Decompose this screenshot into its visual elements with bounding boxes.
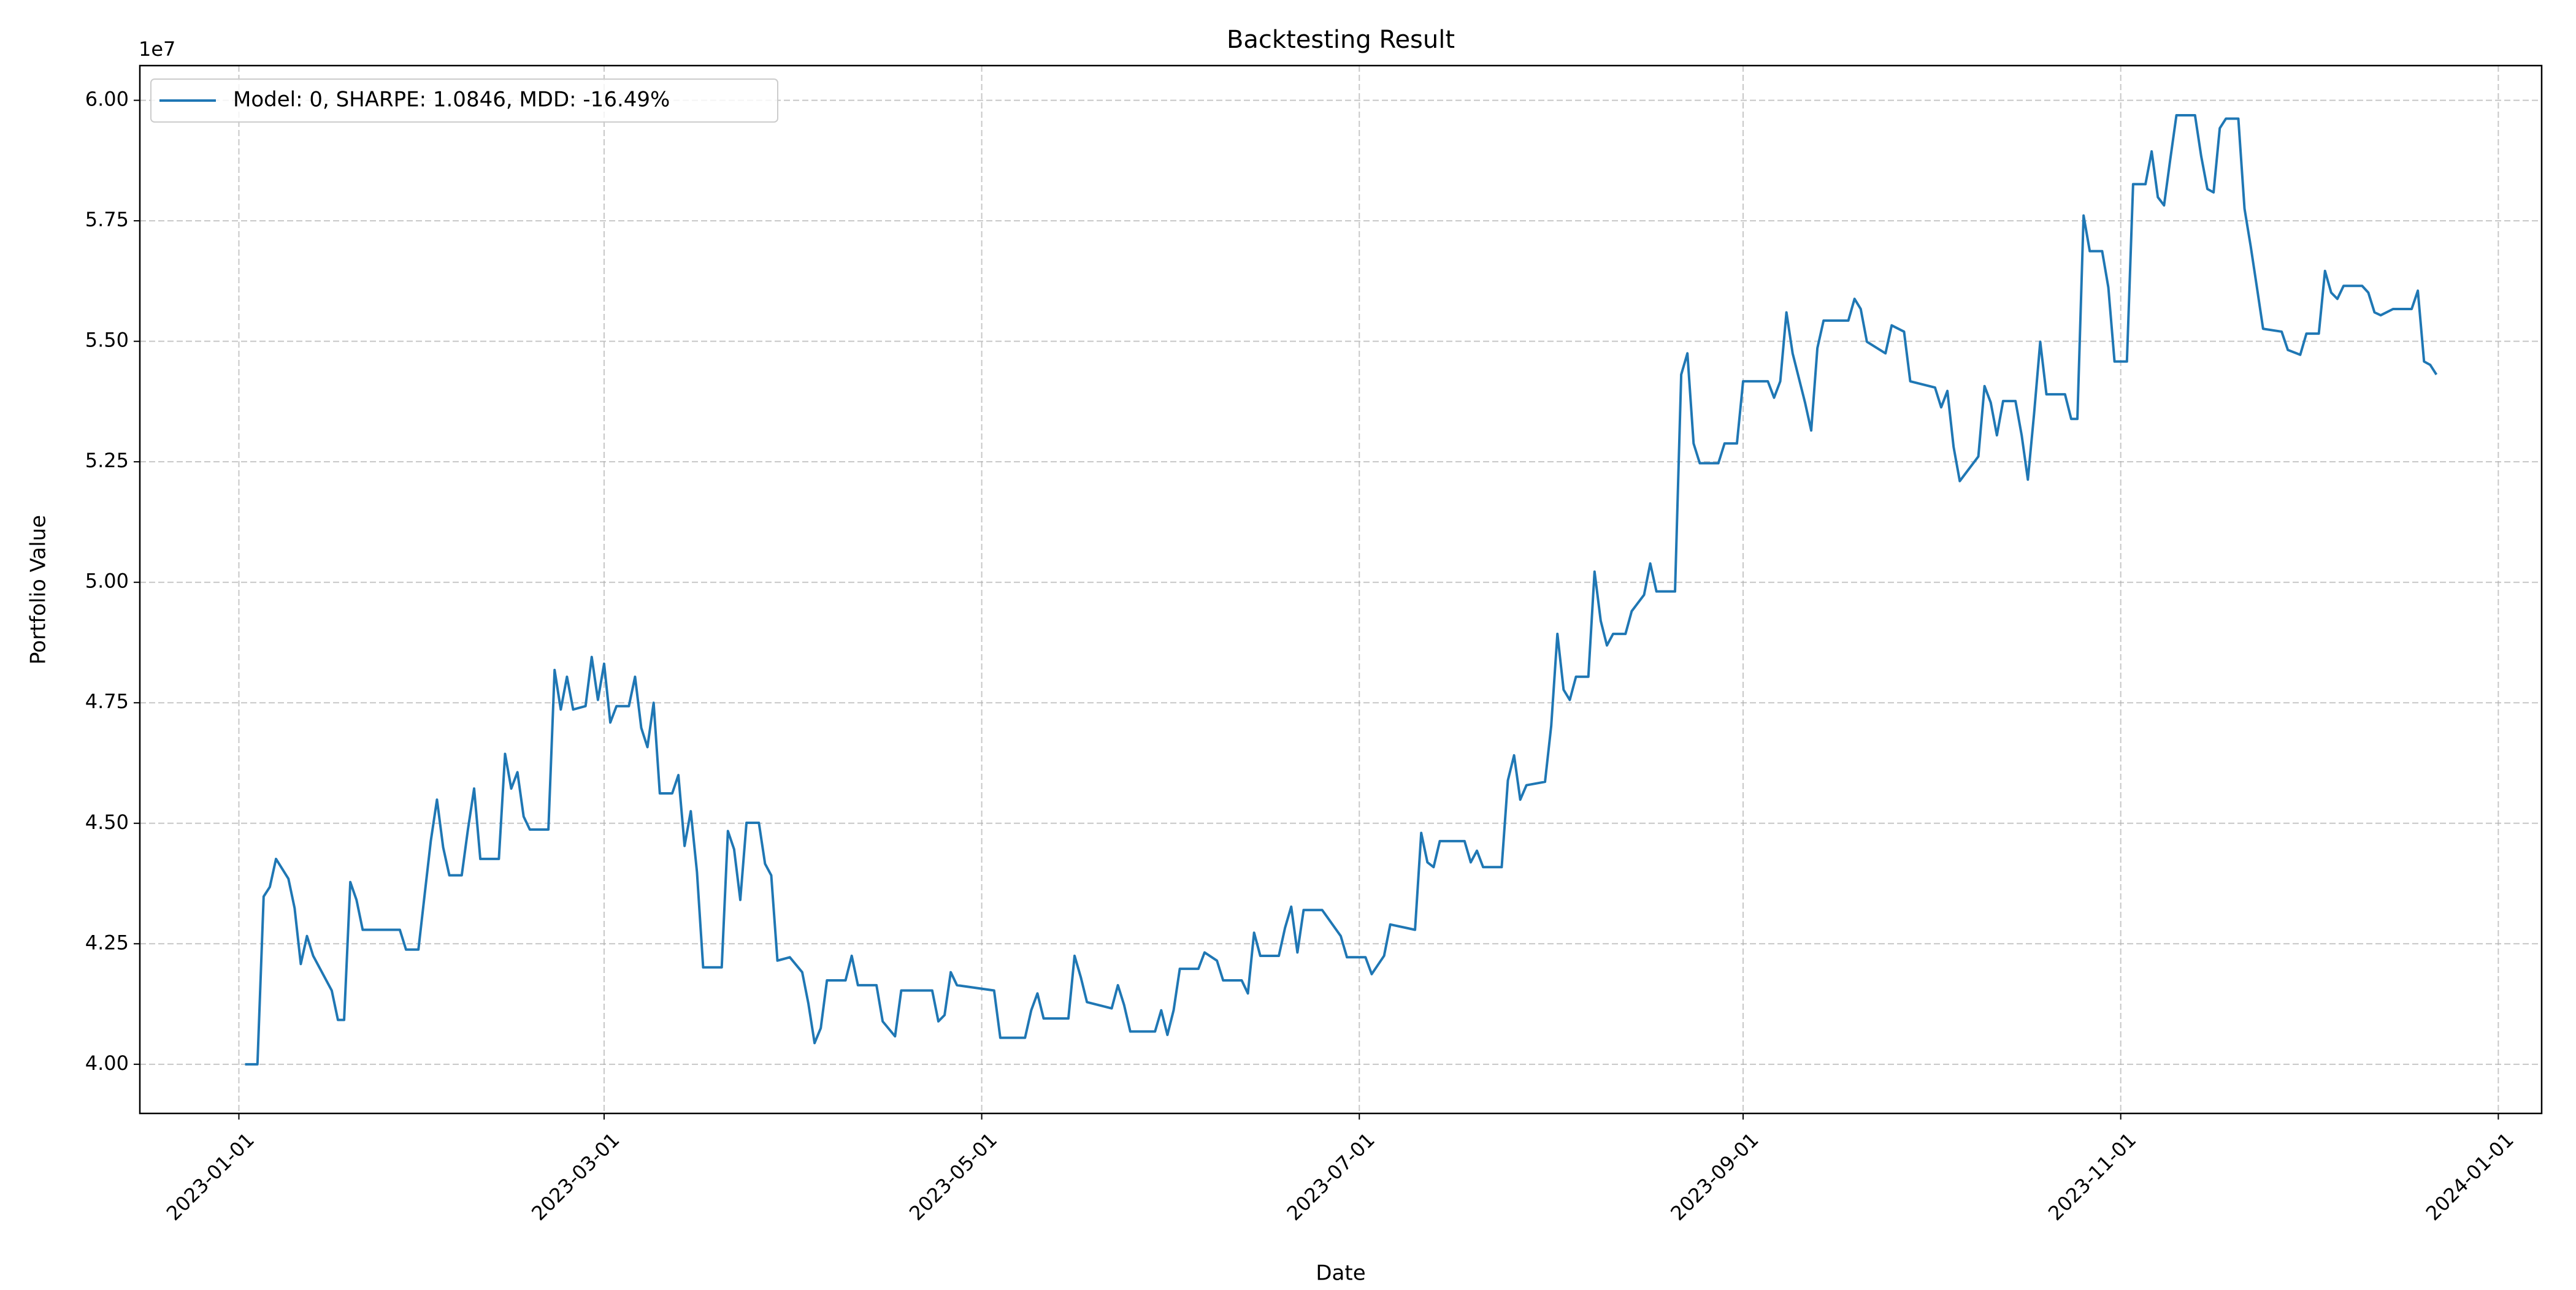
y-tick-label: 4.75 bbox=[85, 690, 129, 713]
y-tick-label: 5.25 bbox=[85, 449, 129, 472]
x-tick-label: 2023-11-01 bbox=[2044, 1128, 2141, 1225]
y-tick-label: 5.00 bbox=[85, 570, 129, 593]
y-tick-label: 5.50 bbox=[85, 329, 129, 352]
y-offset-text: 1e7 bbox=[139, 37, 175, 61]
y-tick-label: 5.75 bbox=[85, 208, 129, 231]
y-tick-label: 4.00 bbox=[85, 1051, 129, 1075]
x-tick-label: 2023-05-01 bbox=[905, 1128, 1002, 1225]
legend-box bbox=[150, 78, 778, 123]
y-tick-label: 4.50 bbox=[85, 811, 129, 834]
series-line bbox=[245, 113, 2438, 1066]
y-tick-label: 4.25 bbox=[85, 931, 129, 954]
x-tick-label: 2023-03-01 bbox=[527, 1128, 624, 1225]
legend-label: Model: 0, SHARPE: 1.0846, MDD: -16.49% bbox=[233, 88, 670, 112]
x-tick-label: 2023-09-01 bbox=[1666, 1128, 1763, 1225]
y-tick-label: 6.00 bbox=[85, 88, 129, 111]
x-tick-label: 2023-01-01 bbox=[162, 1128, 259, 1225]
x-tick-label: 2023-07-01 bbox=[1282, 1128, 1379, 1225]
plot-frame bbox=[139, 64, 2543, 1115]
chart-title: Backtesting Result bbox=[1227, 26, 1455, 54]
y-axis-label: Portfolio Value bbox=[26, 515, 51, 665]
x-axis-label: Date bbox=[1316, 1261, 1365, 1286]
x-tick-label: 2024-01-01 bbox=[2421, 1128, 2518, 1225]
